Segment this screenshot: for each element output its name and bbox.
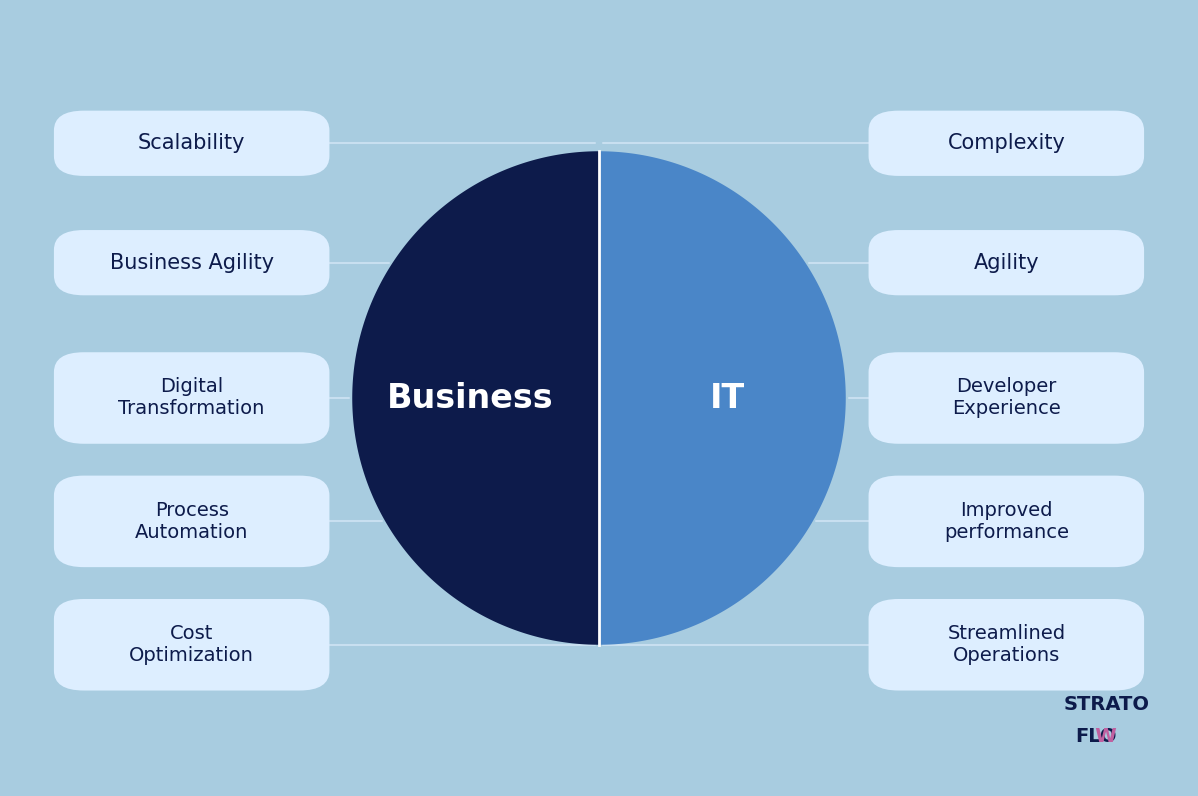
Text: Scalability: Scalability <box>138 133 246 154</box>
Text: Digital
Transformation: Digital Transformation <box>119 377 265 419</box>
FancyBboxPatch shape <box>869 111 1144 176</box>
Text: IT: IT <box>709 381 745 415</box>
Text: W: W <box>1075 727 1117 746</box>
Text: Agility: Agility <box>974 252 1039 273</box>
FancyBboxPatch shape <box>869 599 1144 690</box>
FancyBboxPatch shape <box>869 230 1144 295</box>
FancyBboxPatch shape <box>869 476 1144 567</box>
FancyBboxPatch shape <box>54 476 329 567</box>
FancyBboxPatch shape <box>54 111 329 176</box>
FancyBboxPatch shape <box>869 352 1144 444</box>
Text: FLO: FLO <box>1075 727 1117 746</box>
Text: Streamlined
Operations: Streamlined Operations <box>948 624 1065 665</box>
Text: Improved
performance: Improved performance <box>944 501 1069 542</box>
Text: Complexity: Complexity <box>948 133 1065 154</box>
Text: Developer
Experience: Developer Experience <box>952 377 1060 419</box>
FancyBboxPatch shape <box>54 352 329 444</box>
Text: Cost
Optimization: Cost Optimization <box>129 624 254 665</box>
FancyBboxPatch shape <box>54 230 329 295</box>
Polygon shape <box>352 151 599 645</box>
FancyBboxPatch shape <box>54 599 329 690</box>
Text: Business Agility: Business Agility <box>110 252 273 273</box>
Text: Business: Business <box>387 381 553 415</box>
Text: Process
Automation: Process Automation <box>135 501 248 542</box>
Text: STRATO: STRATO <box>1064 695 1150 714</box>
Polygon shape <box>599 151 846 645</box>
